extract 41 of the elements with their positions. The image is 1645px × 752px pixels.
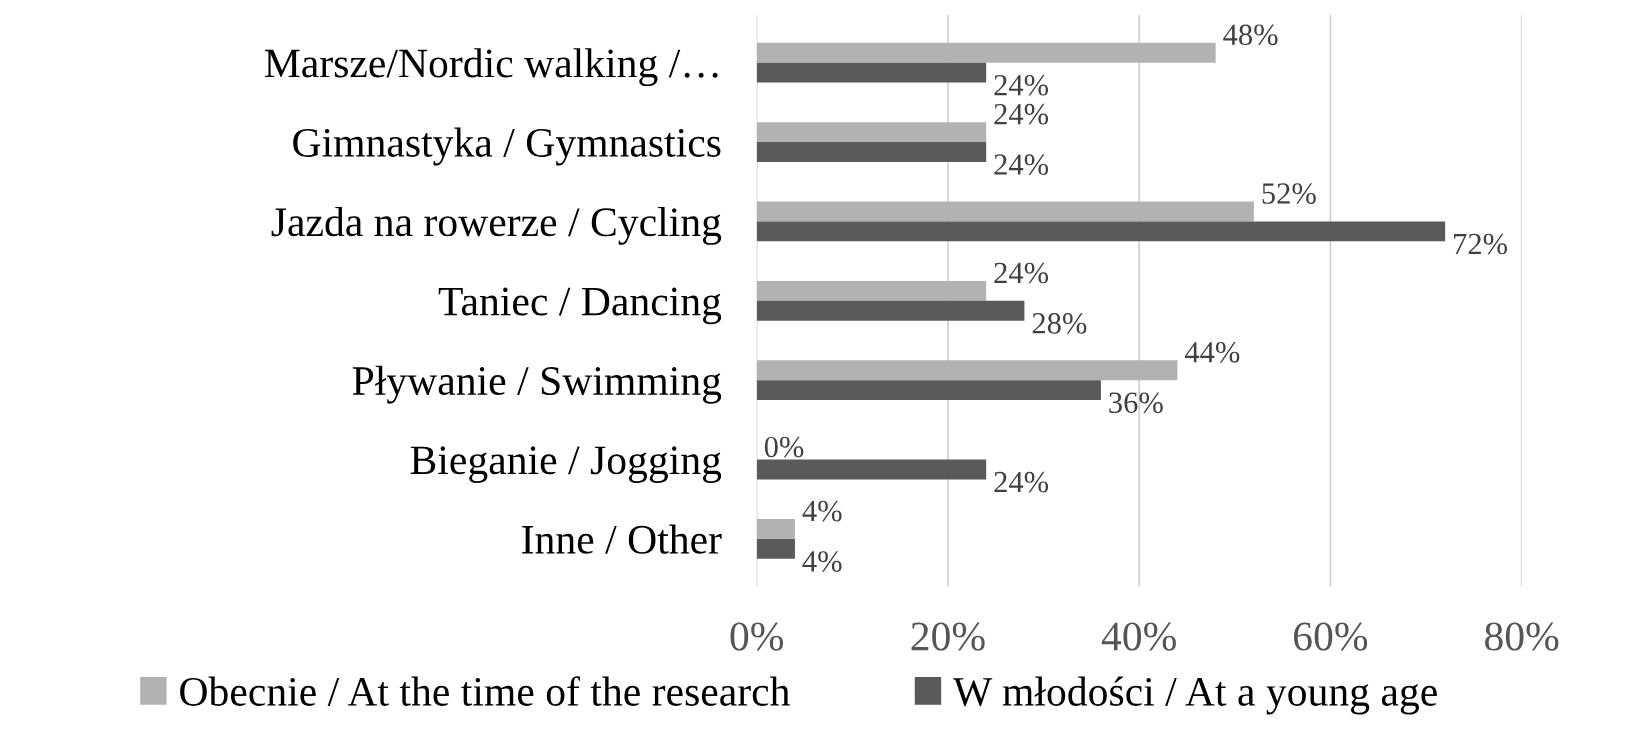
bar [756, 459, 987, 480]
y-tick-label: Inne / Other [522, 524, 722, 554]
bar [756, 221, 1446, 242]
bar [756, 300, 1025, 321]
bar [756, 538, 795, 559]
data-label: 52% [1262, 183, 1316, 204]
bar [756, 280, 987, 301]
x-tick-label: 20% [911, 622, 985, 651]
y-tick-label: Marsze/Nordic walking /… [264, 48, 718, 87]
x-tick-label: 60% [1294, 622, 1368, 651]
bar [756, 380, 1101, 401]
data-label: 44% [1184, 342, 1240, 363]
x-tick-label: 40% [1101, 622, 1176, 651]
data-label: 24% [994, 74, 1049, 96]
data-label: 24% [994, 262, 1049, 284]
y-tick-label: Taniec / Dancing [438, 287, 722, 325]
data-label: 4% [802, 551, 842, 572]
bar [756, 62, 987, 83]
legend-label: W młodości / At a young age [953, 676, 1437, 715]
bar [756, 142, 987, 162]
legend-label: Obecnie / At the time of the research [180, 676, 790, 706]
data-label: 24% [994, 154, 1049, 175]
bar [756, 42, 1216, 63]
x-tick-label: 0% [730, 622, 784, 651]
data-label: 0% [764, 436, 804, 458]
bar [756, 201, 1254, 222]
data-label: 24% [994, 103, 1049, 125]
x-tick-label: 80% [1485, 622, 1559, 651]
y-tick-label: Gimnastyka / Gymnastics [293, 127, 721, 166]
bar [756, 360, 1178, 381]
data-label: 4% [802, 500, 842, 522]
data-label: 28% [1032, 313, 1087, 334]
data-label: 72% [1454, 233, 1508, 255]
bar [756, 122, 987, 143]
data-label: 48% [1223, 24, 1278, 46]
y-tick-label: Pływanie / Swimming [352, 365, 722, 404]
data-label: 36% [1109, 392, 1163, 414]
y-tick-label: Jazda na rowerze / Cycling [271, 206, 722, 245]
data-label: 24% [994, 471, 1049, 493]
y-tick-label: Bieganie / Jogging [410, 446, 722, 483]
bar [756, 519, 795, 539]
